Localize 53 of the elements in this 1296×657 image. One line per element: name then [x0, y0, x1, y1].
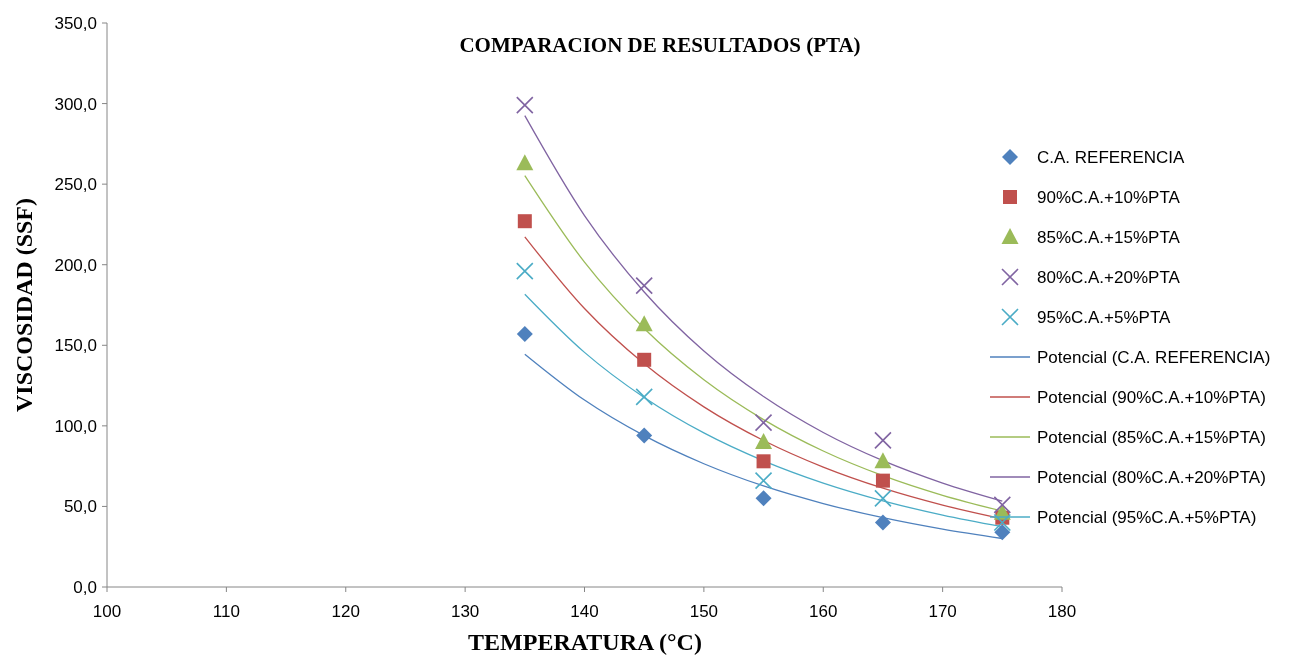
point — [516, 154, 534, 171]
x-tick-label: 160 — [809, 602, 838, 621]
legend-label: Potencial (80%C.A.+20%PTA) — [1037, 467, 1266, 487]
point — [635, 276, 653, 295]
y-axis-title: VISCOSIDAD (SSF) — [11, 197, 37, 413]
point — [993, 513, 1012, 532]
point — [517, 214, 532, 229]
x-tick-label: 110 — [212, 602, 240, 621]
y-tick-label: 150,0 — [54, 336, 97, 356]
x-tick-label: 100 — [92, 602, 122, 621]
x-tick-label: 170 — [928, 602, 957, 621]
legend-label: Potencial (90%C.A.+10%PTA) — [1037, 387, 1266, 407]
x-tick-label: 180 — [1047, 602, 1077, 621]
point — [994, 524, 1011, 541]
point — [754, 413, 773, 432]
point — [755, 432, 773, 449]
x-tick-label: 140 — [570, 602, 599, 621]
point — [636, 427, 653, 444]
point — [874, 514, 891, 531]
legend-label: 95%C.A.+5%PTA — [1037, 307, 1172, 327]
point — [756, 454, 771, 469]
point — [875, 473, 890, 488]
legend-label: 90%C.A.+10%PTA — [1037, 187, 1181, 207]
legend-label: C.A. REFERENCIA — [1037, 147, 1186, 167]
point — [516, 96, 534, 114]
point — [874, 452, 892, 469]
point — [754, 471, 773, 490]
point — [635, 315, 653, 332]
legend-label: Potencial (C.A. REFERENCIA) — [1037, 347, 1271, 367]
x-tick-label: 120 — [331, 602, 360, 621]
y-tick-label: 0,0 — [73, 577, 97, 597]
legend-label: Potencial (95%C.A.+5%PTA) — [1037, 507, 1257, 527]
y-tick-label: 100,0 — [54, 416, 97, 436]
y-tick-label: 300,0 — [54, 94, 97, 114]
point — [755, 490, 772, 507]
y-tick-label: 50,0 — [63, 497, 97, 517]
point — [637, 352, 652, 367]
y-tick-label: 350,0 — [54, 13, 97, 33]
point — [635, 388, 653, 406]
y-tick-label: 250,0 — [54, 175, 97, 195]
x-tick-label: 150 — [689, 602, 719, 621]
text: COMPARACION DE RESULTADOS (PTA) — [459, 33, 861, 57]
legend-label: 85%C.A.+15%PTA — [1037, 227, 1181, 247]
legend-label: Potencial (85%C.A.+15%PTA) — [1037, 427, 1266, 447]
point — [874, 431, 892, 450]
x-axis-title: TEMPERATURA (°C) — [468, 629, 702, 655]
legend-label: 80%C.A.+20%PTA — [1037, 267, 1181, 287]
x-tick-label: 130 — [450, 602, 480, 621]
point — [993, 496, 1012, 514]
y-tick-label: 200,0 — [54, 255, 97, 275]
point — [874, 489, 892, 508]
point — [516, 262, 534, 280]
point — [516, 326, 533, 343]
